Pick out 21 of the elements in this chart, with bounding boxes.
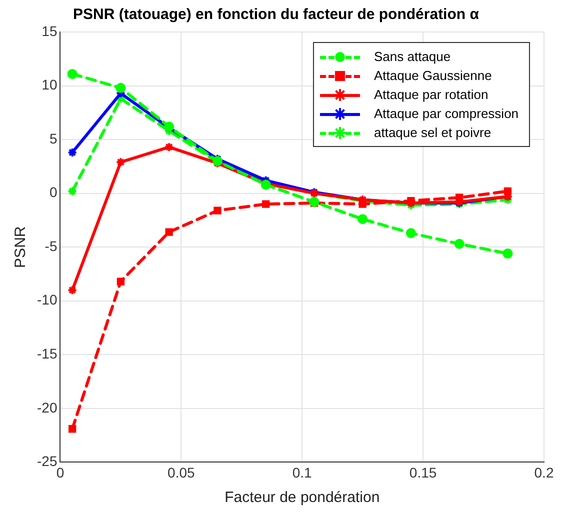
x-tick-label: 0.05 <box>168 464 196 480</box>
legend-label: Attaque Gaussienne <box>374 68 492 83</box>
y-tick-label: 5 <box>49 130 58 146</box>
y-tick-label: 15 <box>42 22 58 39</box>
x-tick-label: 0.1 <box>292 464 312 480</box>
legend-label: Attaque par rotation <box>374 87 488 102</box>
y-tick-label: -5 <box>44 238 58 254</box>
legend-label: Sans attaque <box>374 49 451 64</box>
x-tick-label: 0.15 <box>409 464 437 480</box>
y-tick-label: -15 <box>37 346 58 362</box>
legend-label: attaque sel et poivre <box>374 125 492 140</box>
x-axis-title: Facteur de pondération <box>224 489 380 506</box>
x-tick-label: 0.2 <box>534 464 554 480</box>
y-tick-label: -25 <box>37 453 58 470</box>
y-tick-label: -20 <box>37 399 58 416</box>
legend-label: Attaque par compression <box>374 106 519 121</box>
y-axis-title: PSNR <box>12 226 30 268</box>
chart-title: PSNR (tatouage) en fonction du facteur de pondération α <box>73 6 480 24</box>
y-tick-label: -10 <box>37 292 58 308</box>
y-tick-label: 10 <box>42 76 58 93</box>
y-tick-label: 0 <box>49 184 58 200</box>
